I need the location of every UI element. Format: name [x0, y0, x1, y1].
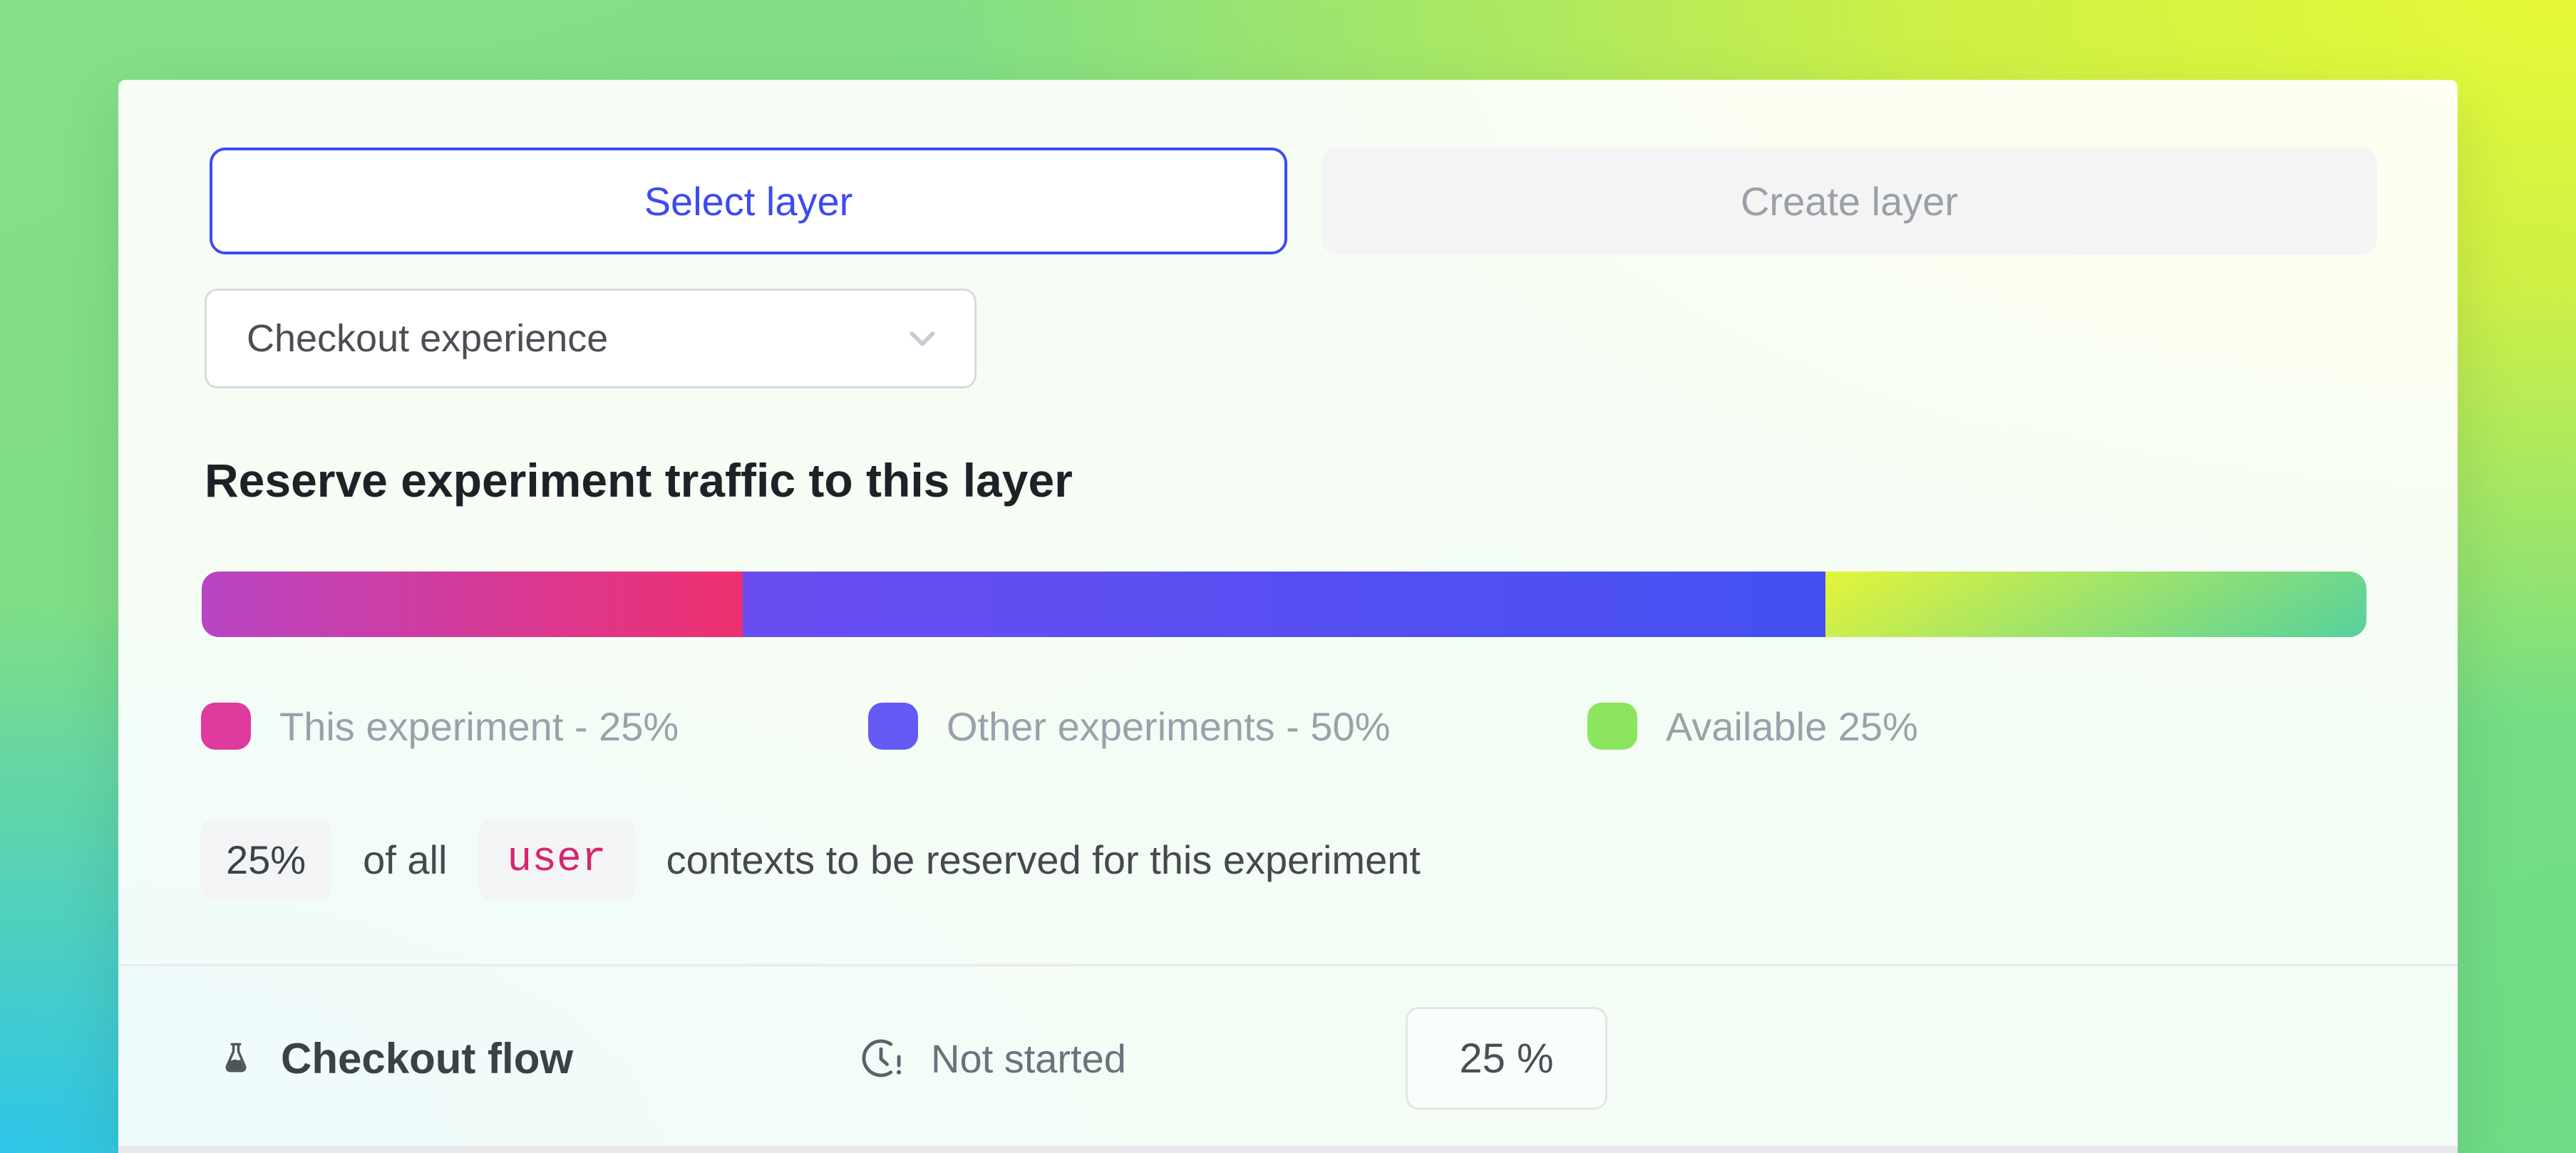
layer-setup-card: Select layer Create layer Checkout exper… — [118, 80, 2458, 1153]
traffic-allocation-bar — [202, 572, 2366, 637]
layer-dropdown[interactable]: Checkout experience — [205, 289, 977, 388]
layer-dropdown-value: Checkout experience — [247, 317, 609, 360]
experiment-name: Checkout flow — [281, 1034, 574, 1082]
sentence-prefix: of all — [363, 837, 448, 882]
bar-segment-available — [1825, 572, 2366, 637]
chevron-down-icon — [910, 331, 935, 346]
legend-label-this-experiment: This experiment - 25% — [279, 703, 679, 749]
reservation-sentence: 25% of all user contexts to be reserved … — [200, 819, 1421, 900]
legend-item-available: Available 25% — [1587, 703, 1918, 750]
legend-swatch-available — [1587, 703, 1637, 750]
unit-type-chip: user — [478, 819, 635, 900]
flask-icon — [225, 1043, 247, 1072]
tab-select-layer[interactable]: Select layer — [210, 148, 1287, 254]
clock-pending-icon — [862, 1039, 902, 1077]
sentence-suffix: contexts to be reserved for this experim… — [666, 837, 1421, 882]
legend-label-other-experiments: Other experiments - 50% — [947, 703, 1391, 749]
tab-create-layer[interactable]: Create layer — [1322, 148, 2377, 254]
traffic-heading: Reserve experiment traffic to this layer — [205, 454, 1073, 507]
legend-item-this-experiment: This experiment - 25% — [201, 703, 679, 750]
legend-swatch-this-experiment — [201, 703, 251, 750]
divider — [118, 964, 2458, 966]
bar-segment-this-experiment — [202, 572, 743, 637]
tab-create-layer-label: Create layer — [1740, 178, 1959, 224]
experiment-row[interactable]: Checkout flow Not started 25 % — [118, 1007, 2458, 1110]
experiment-status: Not started — [931, 1035, 1126, 1081]
next-row-top-strip — [118, 1146, 2458, 1153]
legend-swatch-other-experiments — [868, 703, 918, 750]
reserved-percent-chip: 25% — [200, 819, 332, 900]
bar-segment-other-experiments — [743, 572, 1825, 637]
tab-select-layer-label: Select layer — [644, 178, 853, 224]
allocation-input[interactable]: 25 % — [1406, 1007, 1607, 1110]
legend-label-available: Available 25% — [1666, 703, 1918, 749]
legend-item-other-experiments: Other experiments - 50% — [868, 703, 1390, 750]
